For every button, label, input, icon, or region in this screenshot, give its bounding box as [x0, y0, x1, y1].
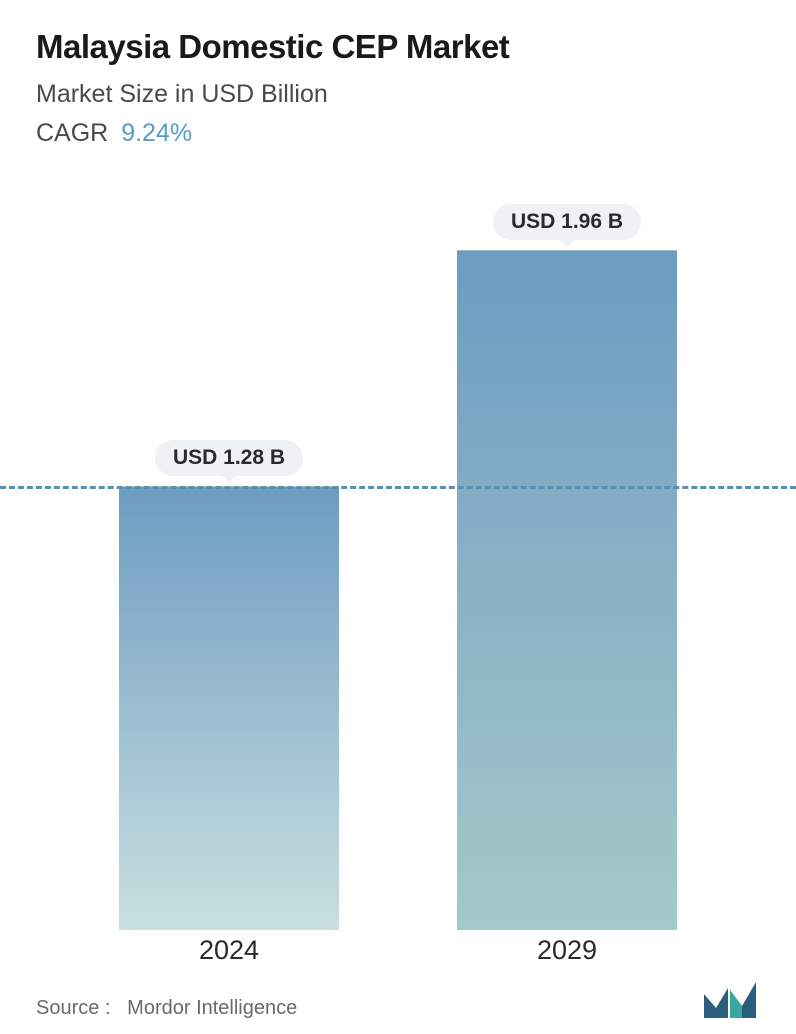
x-axis-label: 2029 — [457, 935, 677, 966]
x-axis-label: 2024 — [119, 935, 339, 966]
x-axis-labels: 2024 2029 — [0, 935, 796, 966]
bar-group: USD 1.96 B — [457, 204, 677, 930]
bar-value-label: USD 1.96 B — [493, 204, 641, 240]
mordor-logo-icon — [702, 980, 760, 1020]
source-name: Mordor Intelligence — [127, 997, 297, 1019]
bar — [119, 486, 339, 930]
chart-footer: Source : Mordor Intelligence — [36, 980, 760, 1020]
bar-group: USD 1.28 B — [119, 440, 339, 930]
bar — [457, 250, 677, 930]
reference-line — [0, 486, 796, 489]
cagr-line: CAGR 9.24% — [36, 119, 760, 148]
chart-subtitle: Market Size in USD Billion — [36, 80, 760, 109]
chart-title: Malaysia Domestic CEP Market — [36, 28, 760, 66]
cagr-label: CAGR — [36, 119, 108, 147]
source-text: Source : Mordor Intelligence — [36, 997, 297, 1020]
chart-container: Malaysia Domestic CEP Market Market Size… — [0, 0, 796, 1034]
bars-group: USD 1.28 B USD 1.96 B — [0, 200, 796, 930]
source-prefix: Source : — [36, 997, 110, 1019]
chart-plot-area: USD 1.28 B USD 1.96 B — [0, 200, 796, 930]
bar-value-label: USD 1.28 B — [155, 440, 303, 476]
cagr-value: 9.24% — [121, 119, 192, 147]
